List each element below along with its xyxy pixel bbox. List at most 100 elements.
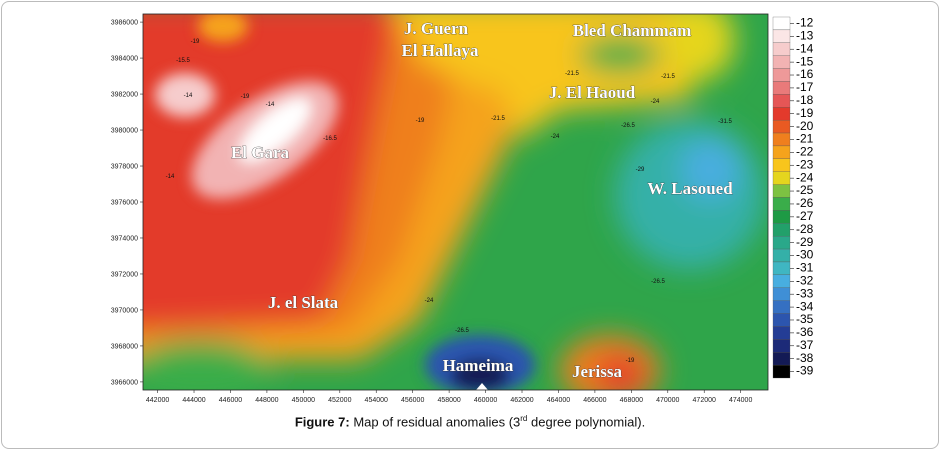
x-tick-label: 460000 xyxy=(474,397,497,404)
colorbar-swatch xyxy=(772,119,791,134)
y-tick-label: 3976000 xyxy=(111,200,138,207)
y-tick-label: 3972000 xyxy=(111,271,138,278)
colorbar-label: -37 xyxy=(796,338,814,352)
caption-label: Figure 7: xyxy=(294,414,350,430)
marker xyxy=(476,383,488,390)
colorbar-label: -21 xyxy=(796,132,814,146)
colorbar-swatch xyxy=(772,81,791,95)
contour-label: -19 xyxy=(241,94,250,100)
colorbar-label: -39 xyxy=(796,364,814,378)
contour-label: -21.5 xyxy=(491,116,505,122)
x-tick-label: 464000 xyxy=(547,397,570,404)
y-tick-label: 3974000 xyxy=(111,235,138,242)
x-tick-label: 468000 xyxy=(620,397,643,404)
colorbar-label: -26 xyxy=(796,196,814,210)
colorbar-swatch xyxy=(772,158,791,172)
contour-label: -24 xyxy=(425,298,434,304)
x-tick-label: 462000 xyxy=(510,397,533,404)
colorbar-swatch xyxy=(772,274,791,288)
x-tick-label: 454000 xyxy=(365,397,388,404)
colorbar-label: -25 xyxy=(796,183,814,197)
colorbar-label: -33 xyxy=(796,286,814,300)
place-name: Hameima xyxy=(443,356,514,375)
x-tick-label: 456000 xyxy=(401,397,424,404)
colorbar-label: -32 xyxy=(796,273,814,287)
colorbar-label: -12 xyxy=(796,16,814,30)
colorbar-swatch xyxy=(772,287,791,301)
colorbar-label: -30 xyxy=(796,248,814,262)
y-tick-label: 3978000 xyxy=(111,164,138,171)
contour-label: -14 xyxy=(184,93,193,99)
anomaly-field xyxy=(143,14,768,390)
contour-label: -14 xyxy=(266,102,275,108)
place-name: Bled Chammam xyxy=(573,21,692,40)
y-tick-label: 3968000 xyxy=(111,343,138,350)
y-tick-label: 3984000 xyxy=(111,56,138,63)
x-tick-label: 444000 xyxy=(182,397,205,404)
colorbar-swatch xyxy=(772,223,791,237)
x-tick-label: 474000 xyxy=(729,397,752,404)
contour-label: -19 xyxy=(626,358,635,364)
colorbar-swatch xyxy=(772,184,791,198)
contour-label: -14 xyxy=(166,174,175,180)
caption-text: degree polynomial). xyxy=(527,414,646,430)
place-name: W. Lasoued xyxy=(647,179,733,198)
contour-label: -26.5 xyxy=(455,328,469,334)
contour-label: -26.5 xyxy=(621,123,635,129)
x-tick-label: 466000 xyxy=(583,397,606,404)
colorbar-swatch xyxy=(772,132,791,147)
contour-label: -16.5 xyxy=(323,136,337,142)
colorbar-swatch xyxy=(772,261,791,276)
x-tick-label: 472000 xyxy=(693,397,716,404)
colorbar-label: -36 xyxy=(796,325,814,339)
colorbar-swatch xyxy=(772,352,791,366)
colorbar-swatch xyxy=(772,107,791,121)
x-tick-label: 446000 xyxy=(219,397,242,404)
colorbar-swatch xyxy=(772,236,791,250)
y-tick-label: 3982000 xyxy=(111,92,138,99)
x-tick-label: 458000 xyxy=(437,397,460,404)
colorbar-label: -34 xyxy=(796,299,814,313)
place-name: El Hallaya xyxy=(402,41,479,60)
colorbar-swatch xyxy=(772,55,791,69)
colorbar-label: -28 xyxy=(796,222,814,236)
contour-label: -29 xyxy=(636,167,645,173)
colorbar-swatch xyxy=(772,326,791,340)
caption: Figure 7: Map of residual anomalies (3rd… xyxy=(0,414,940,429)
colorbar-swatch xyxy=(772,171,791,185)
colorbar-label: -16 xyxy=(796,67,814,81)
colorbar-swatch xyxy=(772,197,791,211)
colorbar-label: -14 xyxy=(796,41,814,55)
colorbar-swatch xyxy=(772,94,791,108)
colorbar-swatch xyxy=(772,210,791,224)
place-name: J. El Haoud xyxy=(549,83,636,102)
y-tick-label: 3980000 xyxy=(111,128,138,135)
colorbar-swatch xyxy=(772,29,791,43)
x-tick-label: 452000 xyxy=(328,397,351,404)
x-tick-label: 442000 xyxy=(146,397,169,404)
y-tick-label: 3986000 xyxy=(111,20,138,27)
x-tick-label: 448000 xyxy=(255,397,278,404)
x-tick-label: 470000 xyxy=(656,397,679,404)
x-tick-label: 450000 xyxy=(292,397,315,404)
map: 442000 444000 446000 448000 450000 452000 4540… xyxy=(111,13,814,404)
colorbar-label: -29 xyxy=(796,235,814,249)
colorbar-label: -27 xyxy=(796,209,814,223)
colorbar-label: -20 xyxy=(796,119,814,133)
contour-label: -15.5 xyxy=(176,58,190,64)
contour-label: -31.5 xyxy=(718,119,732,125)
y-tick-label: 3966000 xyxy=(111,379,138,386)
colorbar-label: -23 xyxy=(796,157,814,171)
contour-label: -19 xyxy=(416,118,425,124)
colorbar-swatch xyxy=(772,248,791,263)
colorbar-label: -15 xyxy=(796,54,814,68)
colorbar-label: -35 xyxy=(796,312,814,326)
colorbar-label: -31 xyxy=(796,261,814,275)
caption-text: Map of residual anomalies (3 xyxy=(353,414,521,430)
colorbar-swatch xyxy=(772,313,791,327)
colorbar-label: -13 xyxy=(796,29,814,43)
colorbar-swatch xyxy=(772,68,791,82)
contour-label: -21.5 xyxy=(661,74,675,80)
place-name: J. el Slata xyxy=(268,293,339,312)
